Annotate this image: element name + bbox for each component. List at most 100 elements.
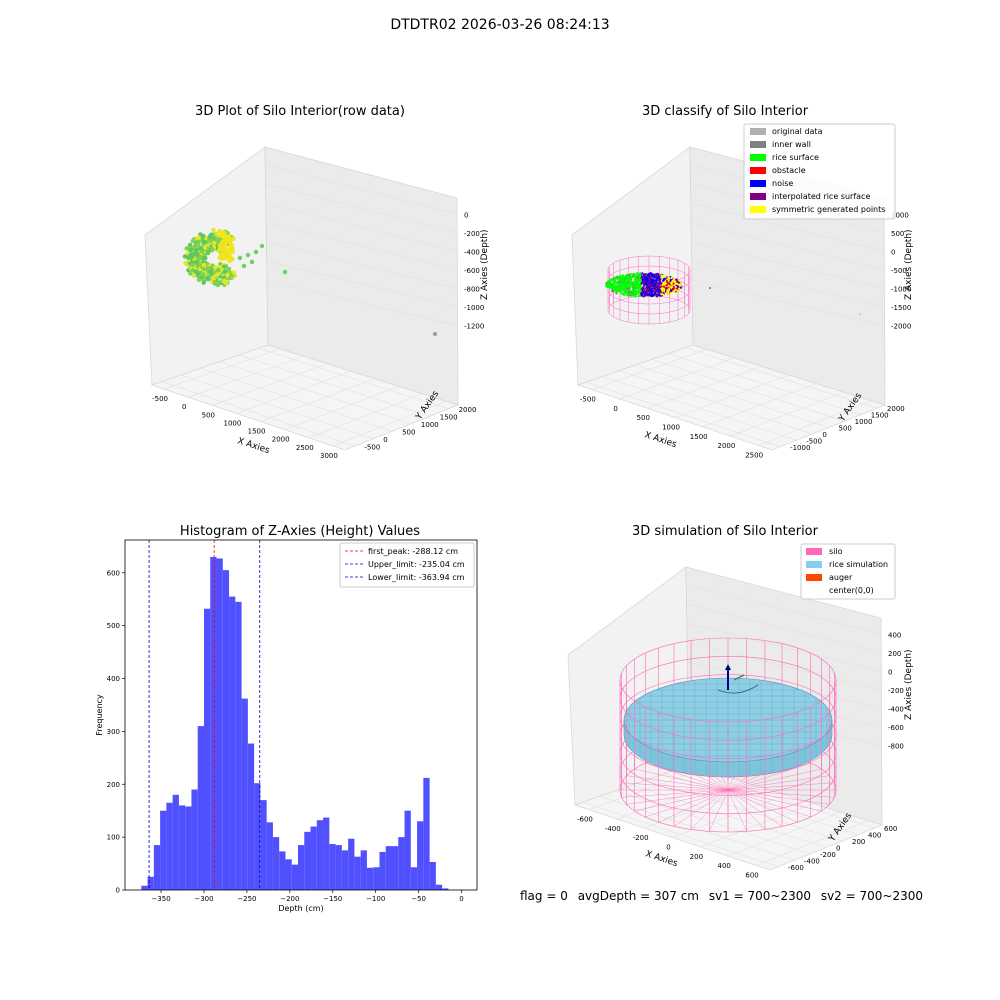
classified-point [678,283,681,286]
raw-data-point [193,269,198,275]
raw-data-point [201,239,207,245]
classified-point [646,281,649,284]
grid-line [163,348,280,390]
classified-point [651,285,654,288]
x-tick-label: −350 [151,895,170,903]
grid-line [691,260,886,308]
silo-floor-spoke [621,789,729,798]
grid-line [635,364,829,428]
simulation-silo-front [619,679,837,833]
histogram-bar [191,789,198,890]
classified-point [607,281,610,285]
classified-point [617,280,621,283]
classified-point [678,287,681,290]
classified-point [656,273,659,276]
classified-point [628,286,632,289]
grid-line [258,348,449,410]
classified-point [650,291,653,294]
silo-floor-spoke [634,789,729,812]
histogram-bar [348,838,355,890]
legend-label: inner wall [772,140,811,149]
z-tick-label: 500 [891,230,904,238]
classified-point [620,277,623,280]
x-tick-label: -500 [580,396,596,404]
classified-point [670,276,673,279]
classified-point [639,274,642,277]
z-tick-label: -2000 [891,323,911,331]
classified-point [662,285,666,288]
classified-point [661,283,664,287]
x-tick-label: 0 [613,405,617,413]
classified-point [620,287,623,290]
z-tick-label: -800 [464,286,480,294]
classified-point [670,291,673,295]
legend-label: center(0,0) [829,586,874,595]
simulation-legend: silo rice simulation auger center(0,0) [800,543,896,600]
histogram-bar [229,596,236,890]
flag-value: flag = 0 [520,889,568,903]
z-tick-label: -200 [464,230,480,238]
classified-point [611,289,614,293]
silo-floor-spoke [727,789,822,812]
histogram-bar [392,846,399,890]
histogram-bar [260,800,267,890]
raw-data-point [218,233,224,239]
x-tick-label: -400 [605,825,621,833]
raw-data-point [215,282,221,288]
y-tick-label: -500 [806,437,822,445]
classified-point [623,284,626,287]
classified-point [859,313,861,315]
classified-point [640,287,643,290]
classified-point [667,277,671,280]
legend-label: Upper_limit: -235.04 cm [368,560,465,569]
classified-point [663,288,666,291]
histogram-bar [166,802,173,890]
y-tick-label: 0 [116,887,120,895]
classified-point [637,288,640,291]
histogram-x-axis-label: Depth (cm) [278,904,323,913]
z-tick-label: -1500 [891,304,911,312]
classified-point [658,289,661,292]
classified-point [648,292,651,296]
classified-point [613,277,616,280]
classified-point [634,287,637,290]
classified-point [672,278,676,281]
legend-swatch [806,574,822,581]
classified-point [655,294,659,297]
classified-point [659,290,663,294]
silo-floor-spoke [727,782,835,791]
classified-point [673,280,676,283]
legend-swatch [750,193,766,200]
classified-point [653,274,656,277]
silo-floor-spoke [626,775,729,791]
classified-point [660,276,663,279]
histogram-bar [216,558,223,890]
z-tick-label: 0 [888,668,892,676]
classified-point [639,272,642,275]
raw-data-point [197,254,203,260]
histogram-bar [335,845,342,890]
legend-swatch [750,141,766,148]
legend-label: first_peak: -288.12 cm [368,547,458,556]
grid-line [180,374,374,440]
silo-floor-spoke [727,789,835,798]
classified-point [663,281,667,284]
classified-point [645,294,649,297]
classified-point [676,282,679,286]
raw-data-point [245,252,251,258]
classified-point [617,290,621,293]
classified-point [624,282,627,285]
classified-point [647,290,651,293]
histogram-bars [141,556,449,890]
silo-floor-spoke [621,782,729,791]
classified-point [651,279,654,282]
histogram-bar [178,805,186,890]
histogram-bar [316,820,324,890]
classified-point [658,278,661,281]
grid-line [599,796,795,861]
histogram-bar [341,850,349,890]
status-footer: flag = 0 avgDepth = 307 cm sv1 = 700~230… [520,889,929,903]
histogram-bar [222,570,230,890]
classified-point [605,285,608,288]
raw-data-point [206,266,211,271]
